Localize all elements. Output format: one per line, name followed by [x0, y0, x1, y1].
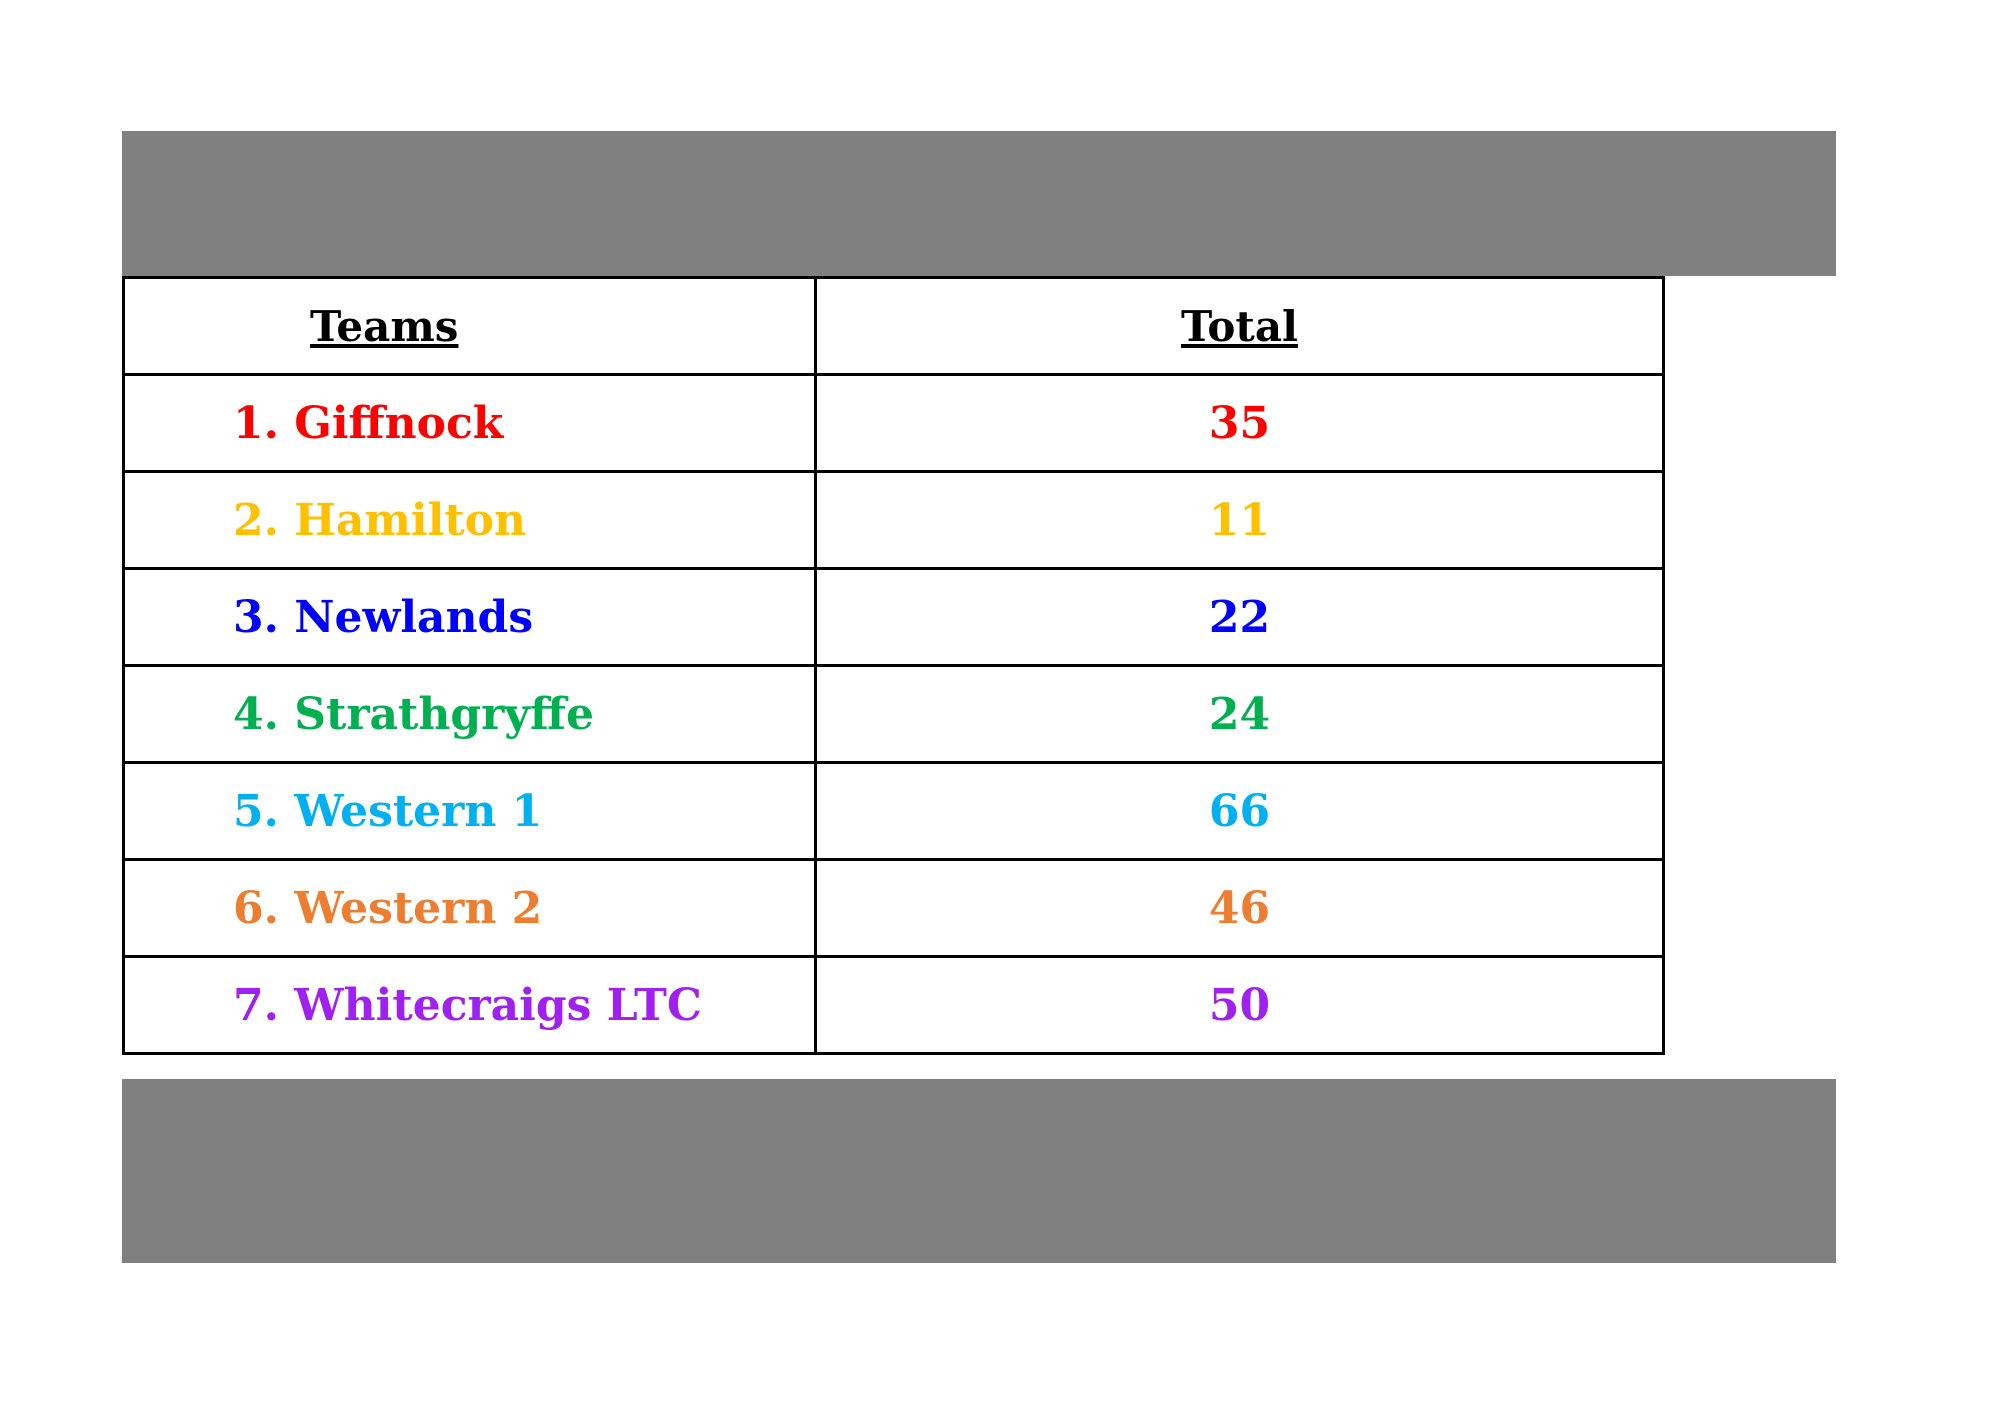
team-total: 50	[814, 955, 1665, 1055]
team-name: 7. Whitecraigs LTC	[122, 955, 817, 1055]
header-total: Total	[814, 276, 1665, 376]
team-row: 2. Hamilton 11	[122, 470, 1665, 570]
bottom-band	[122, 1079, 1836, 1263]
top-band	[122, 131, 1836, 276]
team-name: 3. Newlands	[122, 567, 817, 667]
team-name: 2. Hamilton	[122, 470, 817, 570]
scores-table: Teams Total 1. Giffnock 35 2. Hamilton 11 3.…	[122, 276, 1665, 1055]
team-row: 5. Western 1 66	[122, 761, 1665, 861]
team-name: 1. Giffnock	[122, 373, 817, 473]
team-row: 3. Newlands 22	[122, 567, 1665, 667]
header-teams: Teams	[122, 276, 817, 376]
team-row: 1. Giffnock 35	[122, 373, 1665, 473]
table-body: Teams Total 1. Giffnock 35 2. Hamilton 11 3.…	[122, 276, 1665, 1055]
team-total: 24	[814, 664, 1665, 764]
team-total: 35	[814, 373, 1665, 473]
team-name: 5. Western 1	[122, 761, 817, 861]
header-row: Teams Total	[122, 276, 1665, 376]
team-row: 6. Western 2 46	[122, 858, 1665, 958]
team-name: 4. Strathgryffe	[122, 664, 817, 764]
team-name: 6. Western 2	[122, 858, 817, 958]
team-total: 22	[814, 567, 1665, 667]
team-row: 7. Whitecraigs LTC 50	[122, 955, 1665, 1055]
team-total: 46	[814, 858, 1665, 958]
team-total: 11	[814, 470, 1665, 570]
team-row: 4. Strathgryffe 24	[122, 664, 1665, 764]
team-total: 66	[814, 761, 1665, 861]
